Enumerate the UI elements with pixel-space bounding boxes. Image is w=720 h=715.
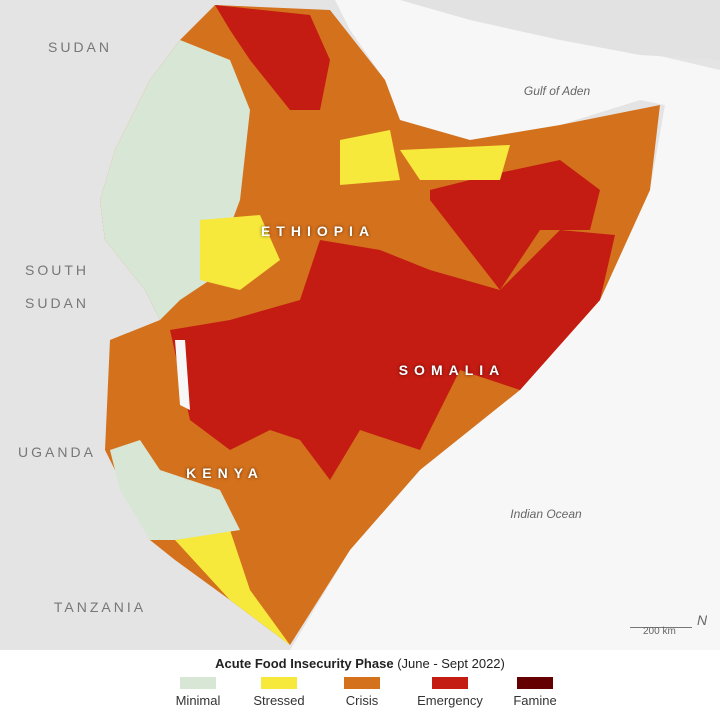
- label-sudan: SUDAN: [47, 39, 113, 55]
- legend-swatch-crisis: [344, 677, 380, 689]
- label-tanzania: TANZANIA: [53, 599, 147, 615]
- stressed-region-3: [200, 215, 280, 290]
- stressed-region-1: [340, 130, 400, 185]
- legend-swatch-emergency: [432, 677, 468, 689]
- arabia: [400, 0, 720, 60]
- sea: [290, 0, 720, 650]
- label-south-sudan: SOUTH: [25, 262, 89, 278]
- label-gulf-of-aden: Gulf of Aden: [523, 84, 591, 98]
- legend-subtitle: (June - Sept 2022): [397, 656, 505, 671]
- stressed-region-2: [400, 145, 510, 180]
- legend-swatch-famine: [517, 677, 553, 689]
- label-indian-ocean: Indian Ocean: [510, 507, 582, 521]
- legend-label-crisis: Crisis: [345, 693, 379, 708]
- legend-title-main: Acute Food Insecurity Phase: [215, 656, 394, 671]
- label-uganda: UGANDA: [18, 444, 96, 460]
- legend-label-emergency: Emergency: [417, 693, 483, 708]
- north-arrow-icon: N: [697, 612, 708, 628]
- label-ethiopia: ETHIOPIA: [260, 223, 376, 239]
- legend-label-famine: Famine: [513, 693, 557, 708]
- emergency-region-center: [170, 230, 615, 480]
- legend-swatch-minimal: [180, 677, 216, 689]
- minimal-region-kenya: [110, 440, 240, 540]
- food-insecurity-map: [0, 0, 720, 650]
- scale-label: 200 km: [643, 626, 676, 637]
- emergency-region-northeast: [430, 160, 600, 290]
- lake-turkana: [175, 340, 190, 410]
- legend-title: Acute Food Insecurity Phase (June - Sept…: [0, 656, 720, 671]
- stressed-region-kenya: [175, 530, 290, 645]
- legend-swatch-stressed: [261, 677, 297, 689]
- scale-bar: [630, 627, 692, 628]
- legend-label-stressed: Stressed: [253, 693, 305, 708]
- label-kenya: KENYA: [186, 465, 264, 481]
- label-south-sudan-2: SUDAN: [24, 295, 90, 311]
- emergency-region-north: [215, 5, 330, 110]
- label-somalia: SOMALIA: [398, 362, 506, 378]
- legend-label-minimal: Minimal: [175, 693, 221, 708]
